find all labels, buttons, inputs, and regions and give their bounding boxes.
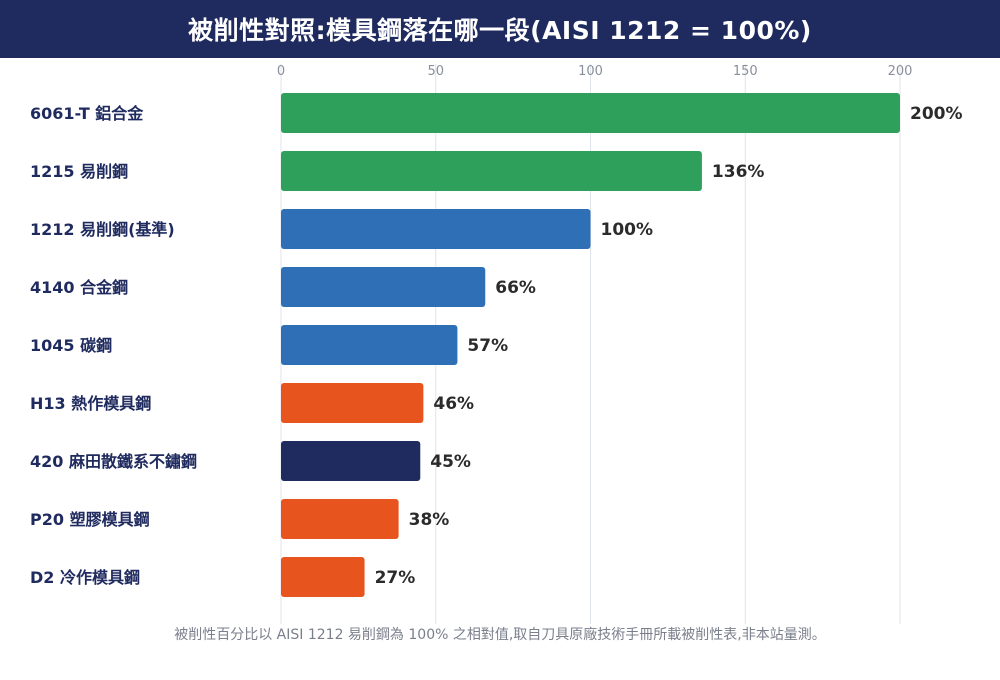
bar xyxy=(281,383,424,423)
category-label: H13 熱作模具鋼 xyxy=(30,394,151,413)
footnote: 被削性百分比以 AISI 1212 易削鋼為 100% 之相對值,取自刀具原廠技… xyxy=(174,627,826,643)
bar xyxy=(281,557,365,597)
x-tick-label: 50 xyxy=(427,64,444,79)
bar xyxy=(281,325,458,365)
x-tick-label: 0 xyxy=(277,64,285,79)
value-label: 57% xyxy=(467,336,508,356)
category-label: 420 麻田散鐵系不鏽鋼 xyxy=(30,452,197,471)
bar xyxy=(281,209,591,249)
bar xyxy=(281,441,421,481)
value-label: 27% xyxy=(375,568,416,588)
category-label: 1212 易削鋼(基準) xyxy=(30,220,175,239)
value-label: 45% xyxy=(430,452,471,472)
bar xyxy=(281,151,702,191)
x-tick-label: 100 xyxy=(578,64,603,79)
category-label: P20 塑膠模具鋼 xyxy=(30,510,150,529)
value-label: 100% xyxy=(601,220,654,240)
value-label: 200% xyxy=(910,104,963,124)
category-label: D2 冷作模具鋼 xyxy=(30,568,140,587)
x-tick-label: 150 xyxy=(733,64,758,79)
value-label: 66% xyxy=(495,278,536,298)
bar-chart: 0 50 100 150 200 6061-T 鋁合金 200% 1215 易削鋼 136% 12… xyxy=(30,64,963,624)
x-tick-label: 200 xyxy=(888,64,913,79)
title-bar: 被削性對照:模具鋼落在哪一段(AISI 1212 = 100%) xyxy=(0,0,1000,58)
value-label: 38% xyxy=(409,510,450,530)
chart-title: 被削性對照:模具鋼落在哪一段(AISI 1212 = 100%) xyxy=(188,16,812,45)
category-label: 1215 易削鋼 xyxy=(30,162,128,181)
bar xyxy=(281,93,900,133)
category-label: 4140 合金鋼 xyxy=(30,278,128,297)
value-label: 136% xyxy=(712,162,765,182)
category-label: 1045 碳鋼 xyxy=(30,336,112,355)
value-label: 46% xyxy=(433,394,474,414)
bar xyxy=(281,267,486,307)
bar xyxy=(281,499,399,539)
category-label: 6061-T 鋁合金 xyxy=(30,104,144,123)
